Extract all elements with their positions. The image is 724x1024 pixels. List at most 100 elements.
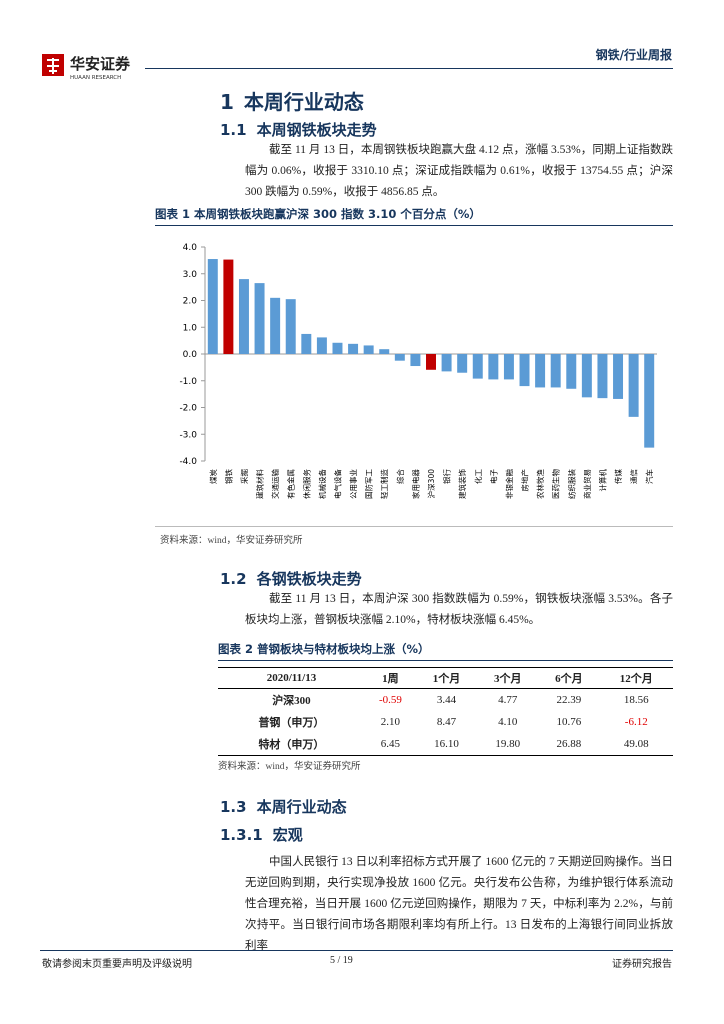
table-cell: 26.88 <box>556 738 582 750</box>
y-tick-label: -2.0 <box>179 404 197 414</box>
bar <box>285 299 296 354</box>
table-cell: 4.10 <box>498 716 518 728</box>
y-tick-label: 3.0 <box>183 270 198 280</box>
header-rule <box>145 68 673 69</box>
x-tick-label: 综合 <box>395 469 405 484</box>
bar <box>535 354 546 388</box>
x-tick-label: 公用事业 <box>348 469 358 499</box>
header-cell: 6个月 <box>538 667 600 689</box>
header-row: 2020/11/13 1周 1个月 3个月 6个月 12个月 <box>218 667 673 689</box>
x-tick-label: 房地产 <box>520 469 530 492</box>
bar <box>472 354 483 379</box>
y-tick-label: -3.0 <box>179 430 197 440</box>
chart: 4.0 3.0 2.0 1.0 0.0 -1.0 -2.0 -3.0 -4.0 煤炭 钢铁 采掘 建筑材… <box>179 243 657 499</box>
bar <box>550 354 561 388</box>
bar <box>379 349 390 354</box>
x-tick-label: 有色金属 <box>286 469 296 499</box>
table-cell: -6.12 <box>624 716 648 728</box>
report-type: 钢铁/行业周报 <box>595 48 672 62</box>
x-tick-label: 化工 <box>473 469 483 484</box>
bar <box>426 354 436 370</box>
section-heading: 1 本周行业动态 <box>220 86 364 115</box>
section-number: 1.3.1 <box>220 826 263 844</box>
table-row: 普钢（申万） 2.10 8.47 4.10 10.76 -6.12 <box>218 711 673 733</box>
table-cell: 4.77 <box>498 694 518 706</box>
x-tick-label: 建筑装饰 <box>457 469 467 499</box>
x-tick-label: 电气设备 <box>332 469 342 499</box>
x-tick-label: 通信 <box>629 469 639 484</box>
x-tick-label: 轻工制造 <box>379 469 389 499</box>
x-tick-label: 商业贸易 <box>582 469 592 499</box>
bar <box>488 354 499 380</box>
footer-rule <box>40 950 673 951</box>
header-cell: 3个月 <box>477 667 539 689</box>
bar <box>254 283 265 354</box>
bar <box>207 259 218 354</box>
data-table: 2020/11/13 1周 1个月 3个月 6个月 12个月 沪深300 -0.59 3.44 4… <box>218 667 673 756</box>
x-tick-label: 家用电器 <box>410 469 420 499</box>
y-tick-label: 4.0 <box>183 243 198 253</box>
figure-source: 资料来源：wind，华安证券研究所 <box>160 536 303 546</box>
footer-disclaimer: 敬请参阅末页重要声明及评级说明 <box>42 959 192 970</box>
table-cell: 18.56 <box>623 694 649 706</box>
header-cell: 1周 <box>364 667 416 689</box>
brand: 华安证券 <box>70 55 131 73</box>
x-tick-label: 农林牧渔 <box>535 469 545 499</box>
x-tick-label: 医药生物 <box>551 469 561 499</box>
x-tick-label: 电子 <box>488 469 498 484</box>
bar <box>566 354 577 389</box>
bar <box>503 354 514 380</box>
subsection-heading: 1.1 本周钢铁板块走势 <box>220 119 377 140</box>
header-cell: 2020/11/13 <box>218 667 365 689</box>
figure-caption: 图表 1 本周钢铁板块跑赢沪深 300 指数 3.10 个百分点（%） <box>155 206 673 226</box>
subsection-heading: 1.2 各钢铁板块走势 <box>220 568 362 589</box>
section-number: 1.1 <box>220 121 247 139</box>
table-row: 沪深300 -0.59 3.44 4.77 22.39 18.56 <box>218 689 673 712</box>
x-tick-label: 计算机 <box>597 469 607 492</box>
y-tick-label: -4.0 <box>179 457 197 467</box>
section-number: 1.3 <box>220 798 247 816</box>
table-cell: 8.47 <box>436 716 457 728</box>
table-cell: 19.80 <box>495 738 521 750</box>
page-number: 5 / 19 <box>330 955 353 966</box>
bar <box>628 354 639 417</box>
y-tick-label: -1.0 <box>179 377 197 387</box>
bar <box>270 297 281 354</box>
x-tick-label: 建筑材料 <box>255 469 265 499</box>
table-source: 资料来源：wind，华安证券研究所 <box>218 762 361 772</box>
x-tick-label: 纺织服装 <box>566 469 576 499</box>
figure-rule <box>155 526 673 527</box>
table-cell: 16.10 <box>434 738 459 750</box>
logo: 华安证券 HUAAN RESEARCH <box>42 54 131 81</box>
bar <box>613 354 624 399</box>
table-cell: 22.39 <box>556 694 582 706</box>
x-tick-label: 采掘 <box>239 469 249 484</box>
section-title: 本周行业动态 <box>256 798 347 816</box>
x-tick-label: 非银金融 <box>504 469 514 499</box>
logo-glyph <box>47 58 59 74</box>
bar <box>348 343 359 354</box>
section-title: 本周行业动态 <box>243 90 364 114</box>
bar <box>301 333 312 354</box>
paragraph: 截至 11 月 13 日，本周沪深 300 指数跌幅为 0.59%，钢铁板块涨幅… <box>245 593 673 626</box>
bar <box>394 354 405 361</box>
x-tick-label: 传媒 <box>613 469 623 484</box>
y-tick-label: 1.0 <box>183 323 198 333</box>
table-cell: 3.44 <box>436 694 457 706</box>
x-tick-label: 钢铁 <box>223 469 233 484</box>
table-row: 特材（申万） 6.45 16.10 19.80 26.88 49.08 <box>218 733 673 756</box>
bar <box>519 354 530 387</box>
bar <box>223 259 234 354</box>
bar <box>332 342 343 354</box>
x-tick-label: 煤炭 <box>208 469 218 484</box>
section-number: 1 <box>220 90 234 114</box>
x-tick-label: 银行 <box>442 469 452 484</box>
x-tick-label: 交通运输 <box>270 469 280 499</box>
table-cell: 10.76 <box>556 716 582 728</box>
bar <box>644 354 655 448</box>
section-title: 本周钢铁板块走势 <box>256 121 377 139</box>
row-header: 普钢（申万） <box>258 717 325 729</box>
section-number: 1.2 <box>220 570 247 588</box>
bar <box>581 354 592 398</box>
